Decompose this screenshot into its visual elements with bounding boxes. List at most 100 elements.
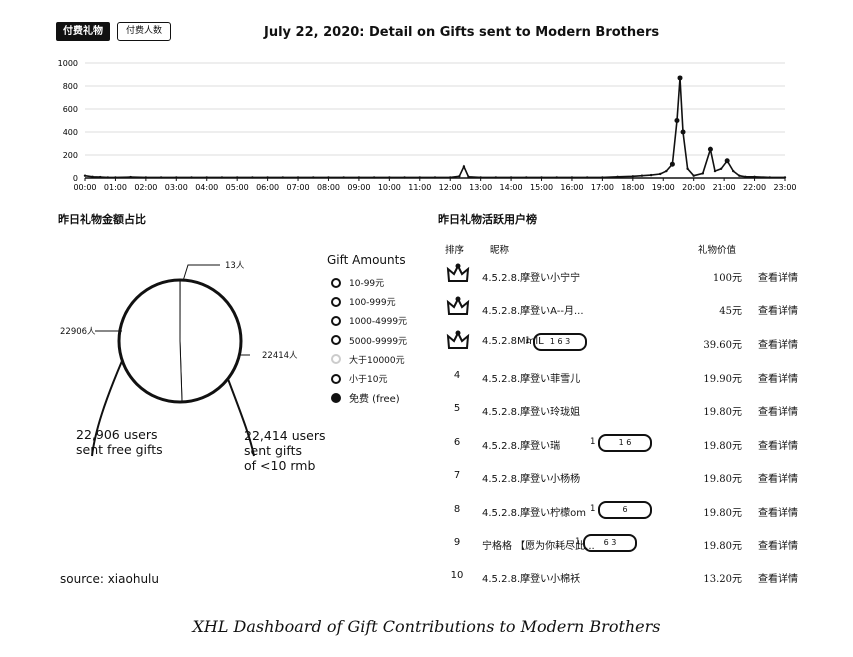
data-point[interactable] [190, 176, 193, 179]
data-point[interactable] [732, 169, 735, 173]
data-point[interactable] [540, 176, 543, 179]
x-tick-label: 00:00 [73, 183, 96, 192]
data-point[interactable] [509, 176, 513, 179]
data-point[interactable] [640, 174, 644, 177]
data-point[interactable] [649, 173, 653, 177]
view-details-link[interactable]: 查看详情 [758, 407, 798, 418]
legend-marker [331, 296, 341, 307]
data-point[interactable] [403, 176, 406, 179]
user-nickname: 4.5.2.8.摩登い菲雪儿 [482, 374, 581, 385]
data-point[interactable] [601, 176, 604, 179]
x-tick-label: 21:00 [713, 183, 736, 192]
data-point[interactable] [680, 129, 686, 135]
data-point[interactable] [494, 176, 498, 179]
pie-slice[interactable] [118, 279, 183, 403]
data-point[interactable] [144, 176, 148, 179]
data-point[interactable] [449, 176, 452, 179]
data-point[interactable] [665, 169, 668, 173]
data-point[interactable] [91, 175, 94, 179]
tab-paid-users[interactable]: 付费人数 [117, 22, 171, 41]
data-point[interactable] [266, 176, 269, 179]
data-point[interactable] [719, 167, 723, 170]
data-point[interactable] [418, 176, 421, 179]
view-details-link[interactable]: 查看详情 [758, 441, 798, 452]
data-point[interactable] [205, 176, 208, 179]
data-point[interactable] [251, 176, 254, 179]
data-point[interactable] [674, 118, 680, 123]
data-point[interactable] [744, 175, 747, 179]
fan-badge: 6 3 [583, 534, 637, 552]
data-point[interactable] [342, 176, 345, 179]
data-point[interactable] [525, 176, 528, 179]
data-point[interactable] [372, 176, 376, 179]
data-point[interactable] [713, 169, 717, 173]
view-details-link[interactable]: 查看详情 [758, 508, 798, 519]
legend-item[interactable]: 5000-9999元 [331, 331, 407, 350]
y-tick-label: 400 [63, 128, 78, 137]
data-point[interactable] [701, 172, 705, 175]
view-details-link[interactable]: 查看详情 [758, 340, 798, 351]
data-point[interactable] [129, 175, 132, 179]
data-point[interactable] [281, 176, 285, 179]
data-point[interactable] [768, 176, 771, 179]
data-point[interactable] [159, 176, 163, 179]
badge-count: 1 [525, 336, 531, 346]
data-point[interactable] [738, 174, 741, 177]
data-point[interactable] [570, 176, 574, 179]
data-point[interactable] [462, 165, 466, 168]
legend-item[interactable]: 免费 (free) [331, 388, 407, 407]
data-point[interactable] [467, 175, 470, 179]
data-point[interactable] [235, 176, 239, 179]
data-point[interactable] [220, 176, 224, 179]
data-point[interactable] [686, 167, 689, 170]
tab-paid-gifts[interactable]: 付费礼物 [56, 22, 110, 41]
data-point[interactable] [692, 174, 695, 177]
badge-count: 1 [575, 537, 581, 547]
source-note: source: xiaohulu [60, 572, 159, 586]
legend-item[interactable]: 1000-4999元 [331, 311, 407, 330]
data-point[interactable] [357, 176, 361, 179]
data-point[interactable] [555, 176, 558, 179]
view-details-link[interactable]: 查看详情 [758, 273, 798, 284]
data-point[interactable] [753, 175, 756, 179]
data-point[interactable] [327, 176, 330, 179]
data-point[interactable] [99, 175, 102, 179]
data-point[interactable] [669, 161, 675, 167]
legend-item[interactable]: 100-999元 [331, 292, 407, 311]
data-point[interactable] [479, 176, 482, 179]
data-point[interactable] [433, 176, 437, 179]
view-details-link[interactable]: 查看详情 [758, 574, 798, 585]
data-point[interactable] [458, 175, 461, 178]
data-point[interactable] [83, 174, 87, 177]
x-tick-label: 23:00 [773, 183, 796, 192]
legend-item[interactable]: 小于10元 [331, 369, 407, 388]
legend-marker [331, 277, 341, 288]
legend-item[interactable]: 10-99元 [331, 273, 407, 292]
data-point[interactable] [175, 176, 178, 179]
data-point[interactable] [106, 176, 110, 179]
data-point[interactable] [659, 172, 662, 176]
data-point[interactable] [312, 176, 315, 179]
fan-badge: 1 6 [598, 434, 652, 452]
data-point[interactable] [114, 176, 117, 179]
data-point[interactable] [631, 175, 635, 178]
data-point[interactable] [783, 176, 787, 179]
data-point[interactable] [707, 146, 713, 152]
data-point[interactable] [388, 176, 391, 179]
pie-section-title: 昨日礼物金额占比 [58, 213, 146, 226]
legend-marker [331, 315, 341, 326]
data-point[interactable] [677, 75, 683, 81]
pie-slice[interactable] [179, 279, 242, 403]
legend-item[interactable]: 大于10000元 [331, 350, 407, 369]
data-point[interactable] [585, 176, 589, 179]
user-nickname: 4.5.2.8.摩登いA--月... [482, 306, 584, 317]
badge-count: 1 [590, 437, 596, 447]
view-details-link[interactable]: 查看详情 [758, 474, 798, 485]
data-point[interactable] [616, 175, 619, 179]
view-details-link[interactable]: 查看详情 [758, 541, 798, 552]
data-point[interactable] [724, 158, 730, 164]
view-details-link[interactable]: 查看详情 [758, 306, 798, 317]
header-rank: 排序 [445, 245, 465, 256]
view-details-link[interactable]: 查看详情 [758, 374, 798, 385]
data-point[interactable] [296, 176, 300, 179]
